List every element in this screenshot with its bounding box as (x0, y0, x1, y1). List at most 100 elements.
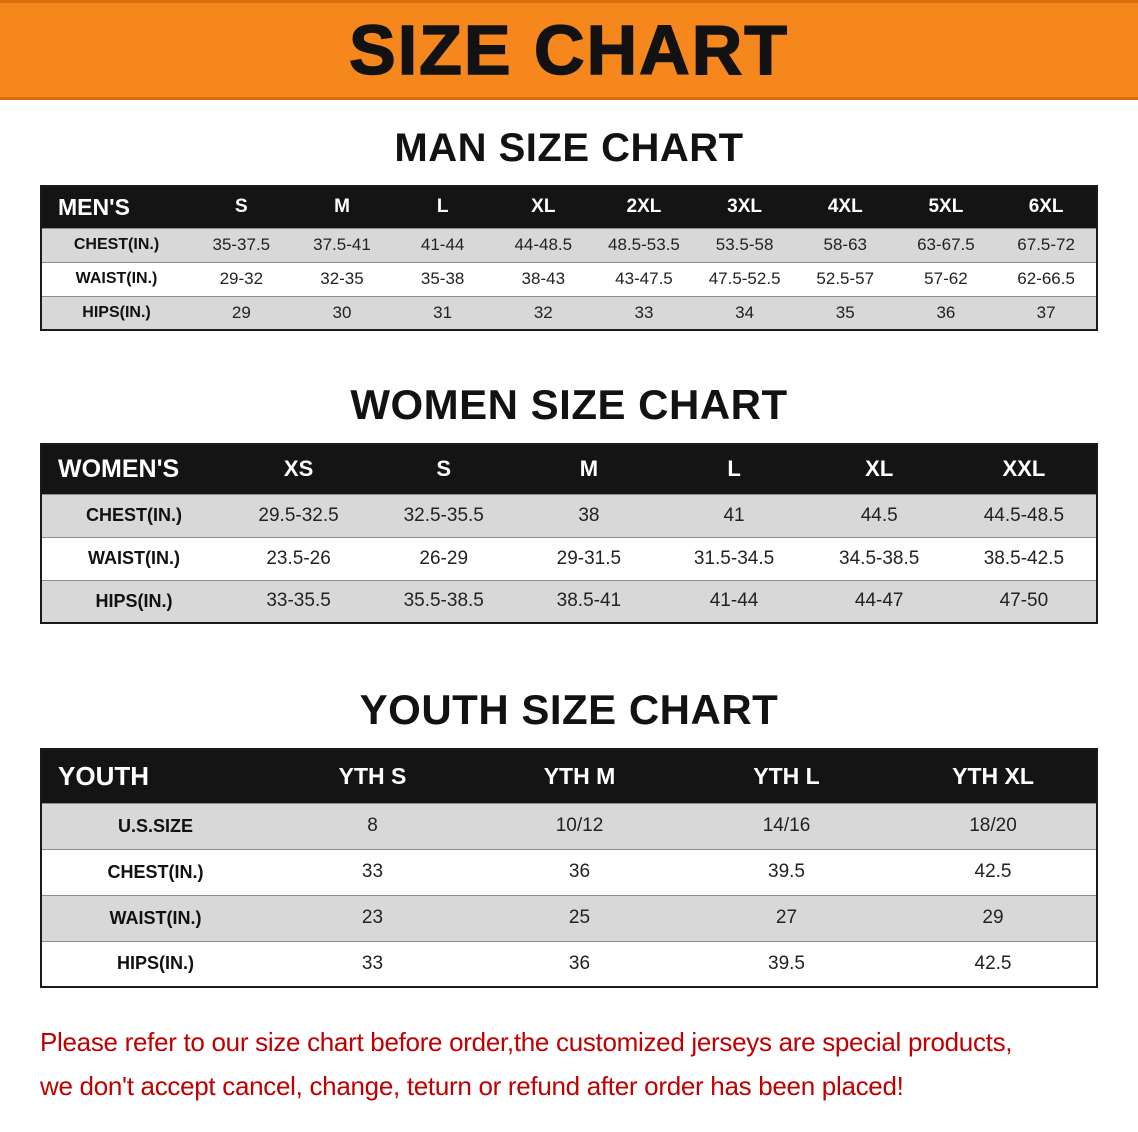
value-cell: 23 (361, 907, 384, 928)
value-cell: 36 (568, 952, 591, 974)
row-label-cell: WAIST(IN.) (109, 907, 202, 928)
value-cell: 34 (735, 302, 755, 322)
row-label-cell: WAIST(IN.) (88, 548, 180, 568)
table-row: HIPS(IN.) 29 30 31 32 33 34 35 36 37 (41, 296, 1097, 330)
size-header-cell: L (727, 456, 741, 482)
size-header-cell: YTH M (543, 762, 616, 789)
size-header-cell: 2XL (626, 196, 662, 218)
women-section-heading: WOMEN SIZE CHART (350, 381, 788, 428)
value-cell: 67.5-72 (1017, 235, 1075, 254)
value-cell: 35.5-38.5 (403, 590, 484, 612)
table-row: WAIST(IN.) 29-32 32-35 35-38 38-43 43-47.5 47.… (41, 262, 1097, 296)
charts-main: MAN SIZE CHART MEN'S S M L XL 2XL 3XL 4XL 5XL 6XL… (0, 126, 1138, 988)
table-title-cell: YOUTH (58, 760, 149, 791)
table-row: CHEST(IN.) 33 36 39.5 42.5 (41, 849, 1097, 895)
size-header-cell: XS (283, 456, 314, 482)
value-cell: 31 (433, 302, 453, 322)
value-cell: 29-31.5 (556, 547, 622, 569)
value-cell: 33 (361, 952, 384, 974)
value-cell: 44-47 (854, 590, 904, 612)
value-cell: 63-67.5 (917, 235, 975, 254)
women-size-table: WOMEN'S XS S M L XL XXL CHEST(IN.) 29.5-32.5 32.5… (40, 443, 1098, 624)
youth-section: YOUTH SIZE CHART YOUTH YTH S YTH M YTH L YTH… (0, 686, 1138, 988)
value-cell: 41 (723, 504, 745, 526)
row-label-cell: HIPS(IN.) (95, 590, 173, 611)
value-cell: 36 (568, 861, 591, 882)
size-header-cell: 3XL (727, 196, 763, 218)
banner: SIZE CHART (0, 0, 1138, 100)
value-cell: 31.5-34.5 (693, 547, 775, 569)
value-cell: 38 (578, 504, 600, 526)
disclaimer-line-2: we don't accept cancel, change, teturn o… (40, 1071, 904, 1102)
disclaimer-line-1: Please refer to our size chart before or… (40, 1027, 1013, 1057)
table-row: CHEST(IN.) 29.5-32.5 32.5-35.5 38 41 44.5 44.5… (41, 494, 1097, 537)
value-cell: 38-43 (521, 269, 566, 288)
value-cell: 10/12 (555, 815, 604, 836)
men-section-heading: MAN SIZE CHART (394, 126, 744, 170)
value-cell: 39.5 (768, 952, 805, 974)
women-section: WOMEN SIZE CHART WOMEN'S XS S M L XL XXL CHEST(… (0, 381, 1138, 624)
row-label-cell: CHEST(IN.) (86, 505, 182, 525)
size-header-cell: YTH L (753, 762, 820, 789)
value-cell: 29-32 (219, 269, 264, 288)
value-cell: 47.5-52.5 (708, 269, 781, 288)
value-cell: 33 (361, 861, 384, 882)
value-cell: 34.5-38.5 (839, 547, 920, 569)
value-cell: 33 (634, 302, 654, 322)
disclaimer: Please refer to our size chart before or… (40, 1020, 1104, 1108)
value-cell: 29.5-32.5 (258, 504, 339, 526)
row-label-cell: CHEST(IN.) (73, 236, 160, 253)
table-title-cell: WOMEN'S (58, 454, 180, 483)
table-header-row: MEN'S S M L XL 2XL 3XL 4XL 5XL 6XL (41, 186, 1097, 228)
value-cell: 38.5-41 (556, 590, 622, 612)
value-cell: 48.5-53.5 (608, 235, 680, 254)
value-cell: 57-62 (924, 269, 968, 288)
row-label-cell: CHEST(IN.) (107, 861, 204, 882)
size-header-cell: L (436, 196, 449, 218)
table-row: U.S.SIZE 8 10/12 14/16 18/20 (41, 803, 1097, 849)
size-header-cell: 4XL (827, 196, 863, 218)
value-cell: 8 (367, 815, 378, 836)
table-row: WAIST(IN.) 23.5-26 26-29 29-31.5 31.5-34.5 34… (41, 537, 1097, 580)
value-cell: 44-48.5 (514, 235, 573, 254)
size-header-cell: XL (865, 456, 894, 482)
table-row: HIPS(IN.) 33-35.5 35.5-38.5 38.5-41 41-44 44-… (41, 580, 1097, 623)
value-cell: 26-29 (419, 547, 469, 569)
value-cell: 44.5 (860, 504, 898, 526)
men-size-table: MEN'S S M L XL 2XL 3XL 4XL 5XL 6XL CHEST(IN.) 35-37… (40, 185, 1098, 331)
table-row: HIPS(IN.) 33 36 39.5 42.5 (41, 941, 1097, 987)
value-cell: 53.5-58 (715, 235, 774, 254)
value-cell: 35-38 (420, 269, 465, 288)
row-label-cell: U.S.SIZE (117, 815, 193, 836)
value-cell: 32 (533, 302, 553, 322)
value-cell: 62-66.5 (1017, 269, 1075, 288)
value-cell: 14/16 (762, 815, 811, 836)
value-cell: 32-35 (320, 269, 364, 288)
table-header-row: YOUTH YTH S YTH M YTH L YTH XL (41, 749, 1097, 803)
value-cell: 58-63 (823, 235, 867, 254)
value-cell: 52.5-57 (816, 269, 875, 288)
value-cell: 42.5 (974, 861, 1012, 882)
value-cell: 47-50 (999, 590, 1049, 612)
size-header-cell: 6XL (1028, 196, 1064, 218)
size-header-cell: M (579, 456, 599, 482)
value-cell: 27 (775, 907, 798, 928)
value-cell: 30 (332, 302, 352, 322)
value-cell: 36 (936, 302, 956, 322)
size-header-cell: XXL (1002, 456, 1046, 482)
value-cell: 29 (231, 302, 251, 322)
page-title: SIZE CHART (348, 11, 789, 89)
value-cell: 43-47.5 (615, 269, 673, 288)
value-cell: 33-35.5 (266, 590, 331, 612)
value-cell: 41-44 (709, 590, 759, 612)
value-cell: 38.5-42.5 (983, 547, 1065, 569)
table-row: CHEST(IN.) 35-37.5 37.5-41 41-44 44-48.5 48.5… (41, 228, 1097, 262)
value-cell: 39.5 (768, 861, 805, 882)
value-cell: 35-37.5 (212, 235, 271, 254)
row-label-cell: HIPS(IN.) (116, 953, 194, 974)
row-label-cell: HIPS(IN.) (82, 303, 151, 321)
table-title-cell: MEN'S (58, 193, 130, 220)
value-cell: 29 (982, 907, 1004, 928)
youth-size-table: YOUTH YTH S YTH M YTH L YTH XL U.S.SIZE 8 10/12… (40, 748, 1098, 988)
